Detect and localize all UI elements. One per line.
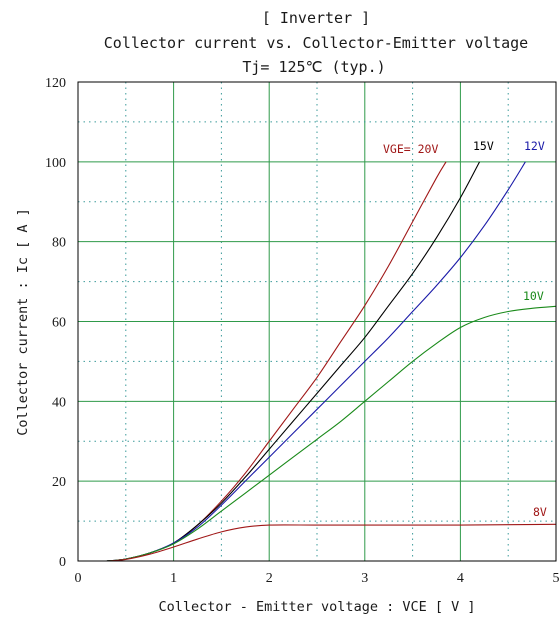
series-label-4: 10V: [523, 289, 544, 303]
y-tick-label: 40: [52, 395, 66, 410]
y-tick-label: 100: [45, 156, 66, 171]
x-axis-ticks: 0 1 2 3 4 5: [75, 571, 560, 586]
series-labels: VGE= 20V 15V 12V 10V 8V: [383, 139, 547, 519]
chart-title-line-3: Tj= 125℃ (typ.): [242, 58, 385, 76]
x-tick-label: 3: [361, 571, 368, 586]
y-axis-label: Collector current : Ic [ A ]: [15, 208, 31, 436]
series-label-1: VGE= 20V: [383, 142, 438, 156]
chart-title-line-2: Collector current vs. Collector-Emitter …: [104, 34, 528, 52]
series-group: [106, 161, 557, 562]
series-label-5: 8V: [533, 505, 547, 519]
y-axis-ticks: 0 20 40 60 80 100 120: [45, 76, 66, 570]
chart-title-line-1: [ Inverter ]: [262, 9, 370, 27]
y-tick-label: 60: [52, 316, 66, 331]
x-tick-label: 2: [266, 571, 273, 586]
y-tick-label: 20: [52, 475, 66, 490]
y-tick-label: 0: [59, 555, 66, 570]
x-tick-label: 0: [75, 571, 82, 586]
x-tick-label: 5: [553, 571, 560, 586]
y-tick-label: 80: [52, 236, 66, 251]
series-line-4: [106, 305, 557, 562]
series-label-3: 12V: [524, 139, 545, 153]
series-line-5: [106, 523, 557, 562]
grid: [78, 82, 556, 561]
series-label-2: 15V: [473, 139, 494, 153]
x-tick-label: 4: [457, 571, 464, 586]
y-tick-label: 120: [45, 76, 66, 91]
x-tick-label: 1: [170, 571, 177, 586]
x-axis-label: Collector - Emitter voltage : VCE [ V ]: [159, 599, 476, 615]
plot-frame: [77, 81, 557, 562]
series-line-3: [106, 161, 526, 562]
